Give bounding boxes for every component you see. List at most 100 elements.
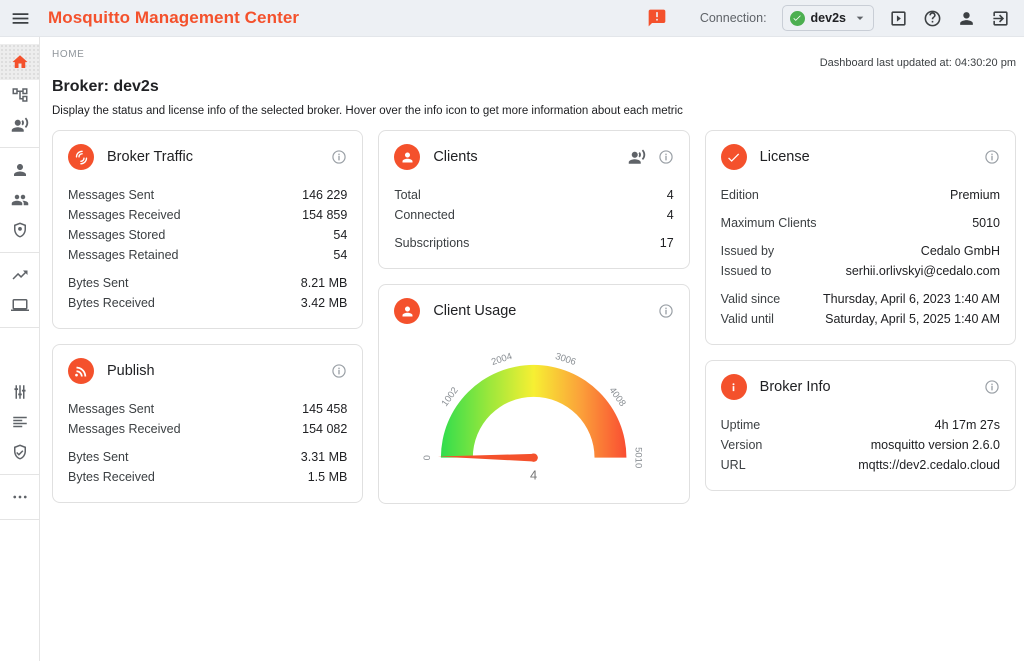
metric-label: Issued to xyxy=(720,264,772,278)
info-icon[interactable] xyxy=(658,303,674,319)
metric-row: Messages Retained 54 xyxy=(68,245,347,265)
metric-label: Bytes Sent xyxy=(68,450,129,464)
metric-label: Total xyxy=(394,188,421,202)
metric-label: Messages Retained xyxy=(68,248,179,262)
info-icon[interactable] xyxy=(984,379,1000,395)
dashboard-grid: Broker Traffic Messages Sent 146 229 Mess… xyxy=(52,130,1016,504)
metric-row: Issued by Cedalo GmbH xyxy=(721,241,1000,261)
metric-value: 146 229 xyxy=(302,188,348,202)
broker-info-card: Broker Info Uptime 4h 17m 27s Version mosq… xyxy=(704,360,1016,491)
metric-label: Messages Sent xyxy=(68,402,155,416)
metric-value: 1.5 MB xyxy=(307,470,348,484)
help-icon[interactable] xyxy=(923,9,942,28)
client-usage-gauge: 0 1002 2004 3006 4008 5010 4 xyxy=(394,328,673,488)
sidebar-item-user[interactable] xyxy=(0,155,39,185)
info-icon[interactable] xyxy=(984,149,1000,165)
topology-icon xyxy=(12,88,27,102)
sidebar-divider xyxy=(0,147,39,148)
metric-row: Messages Received 154 082 xyxy=(68,419,347,439)
client-usage-card: Client Usage xyxy=(378,284,690,504)
metric-value: 154 082 xyxy=(302,422,348,436)
clients-card: Clients Total 4 Connected 4 Subscriptions 1… xyxy=(378,130,690,269)
app-header: Mosquitto Management Center Connection: … xyxy=(0,0,1024,37)
sidebar-item-logs[interactable] xyxy=(0,407,39,437)
hamburger-menu-icon[interactable] xyxy=(10,8,31,29)
main-content: HOME Dashboard last updated at: 04:30:20… xyxy=(40,37,1024,661)
card-title: License xyxy=(759,149,810,165)
client-monitor-link-icon[interactable] xyxy=(628,148,646,166)
profile-icon[interactable] xyxy=(957,9,976,28)
connection-dropdown[interactable]: dev2s xyxy=(781,5,874,31)
sidebar-spacer xyxy=(0,335,39,377)
metric-row: Valid until Saturday, April 5, 2025 1:40 … xyxy=(721,309,1000,329)
metric-label: Issued by xyxy=(720,244,775,258)
metric-row: Messages Sent 146 229 xyxy=(68,185,347,205)
sidebar-item-inspect[interactable] xyxy=(0,260,39,290)
card-title: Clients xyxy=(433,149,478,165)
sidebar-divider xyxy=(0,327,39,328)
metric-row: Bytes Sent 8.21 MB xyxy=(68,273,347,293)
metric-row: Messages Received 154 859 xyxy=(68,205,347,225)
metric-row: Bytes Sent 3.31 MB xyxy=(68,447,347,467)
sidebar-item-groups[interactable] xyxy=(0,185,39,215)
connection-value: dev2s xyxy=(810,11,846,25)
metric-value: 4h 17m 27s xyxy=(934,418,1000,432)
info-icon[interactable] xyxy=(331,149,347,165)
metric-row: Bytes Received 3.42 MB xyxy=(68,293,347,313)
connection-label: Connection: xyxy=(699,11,767,25)
trend-chart-icon xyxy=(12,270,27,280)
slideshow-icon[interactable] xyxy=(889,9,908,28)
client-broadcast-icon xyxy=(11,117,28,132)
sidebar-item-home[interactable] xyxy=(0,44,39,80)
sidebar-item-certificates[interactable] xyxy=(0,437,39,467)
metric-value: 154 859 xyxy=(302,208,348,222)
sidebar-item-topology[interactable] xyxy=(0,80,39,110)
metric-row: Maximum Clients 5010 xyxy=(721,213,1000,233)
info-icon[interactable] xyxy=(658,149,674,165)
metric-value: 145 458 xyxy=(302,402,348,416)
chevron-down-icon xyxy=(852,10,868,26)
sliders-icon xyxy=(13,385,26,399)
sidebar-item-terminal[interactable] xyxy=(0,290,39,320)
metric-label: Edition xyxy=(720,188,759,202)
page-title: Broker: dev2s xyxy=(52,78,159,95)
sidebar-item-more[interactable] xyxy=(0,482,39,512)
sidebar-item-security-roles[interactable] xyxy=(0,215,39,245)
page-subtitle: Display the status and license info of t… xyxy=(52,105,683,117)
metric-value: Cedalo GmbH xyxy=(920,244,1000,258)
gauge-arc xyxy=(441,364,627,458)
ellipsis-icon xyxy=(12,495,27,499)
card-title: Broker Info xyxy=(759,379,831,395)
breadcrumb[interactable]: HOME xyxy=(52,49,85,60)
metric-value: mqtts://dev2.cedalo.cloud xyxy=(858,458,1000,472)
sidebar-divider xyxy=(0,252,39,253)
metric-row: Valid since Thursday, April 6, 2023 1:40 … xyxy=(721,289,1000,309)
metric-label: Bytes Received xyxy=(68,296,155,310)
metric-value: 5010 xyxy=(972,216,1000,230)
metric-value: 54 xyxy=(333,248,348,262)
list-icon xyxy=(12,416,27,428)
groups-icon xyxy=(11,194,28,206)
feedback-icon[interactable] xyxy=(647,8,667,28)
metric-value: 4 xyxy=(666,188,674,202)
metric-row: Uptime 4h 17m 27s xyxy=(721,415,1000,435)
sidebar-item-client-monitor[interactable] xyxy=(0,110,39,140)
metric-label: Subscriptions xyxy=(394,236,470,250)
metric-value: 54 xyxy=(333,228,348,242)
metric-row: Edition Premium xyxy=(721,185,1000,205)
gauge-needle xyxy=(438,453,534,462)
metric-row: Messages Stored 54 xyxy=(68,225,347,245)
publish-icon xyxy=(68,358,94,384)
metric-label: Maximum Clients xyxy=(720,216,817,230)
metric-row: Issued to serhii.orlivskyi@cedalo.com xyxy=(721,261,1000,281)
laptop-icon xyxy=(10,299,29,311)
connection-status-icon xyxy=(789,10,805,26)
info-icon[interactable] xyxy=(331,363,347,379)
metric-label: Messages Received xyxy=(68,422,181,436)
metric-row: Subscriptions 17 xyxy=(394,233,673,253)
logout-icon[interactable] xyxy=(991,9,1010,28)
sidebar-item-settings[interactable] xyxy=(0,377,39,407)
last-updated-text: Dashboard last updated at: 04:30:20 pm xyxy=(819,57,1016,69)
metric-value: Thursday, April 6, 2023 1:40 AM xyxy=(823,292,1000,306)
card-title: Broker Traffic xyxy=(107,149,193,165)
